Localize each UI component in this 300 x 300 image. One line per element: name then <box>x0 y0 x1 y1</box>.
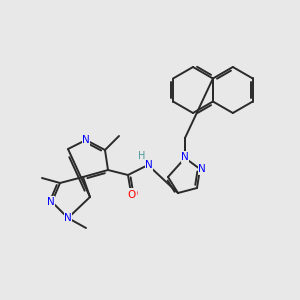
Text: H: H <box>138 151 146 161</box>
Text: N: N <box>47 197 55 207</box>
Text: N: N <box>82 135 90 145</box>
Text: N: N <box>64 213 72 223</box>
Text: N: N <box>198 164 206 174</box>
Text: O: O <box>129 189 137 199</box>
Text: N: N <box>145 160 153 170</box>
Text: N: N <box>198 164 206 174</box>
Text: N: N <box>64 213 72 223</box>
Text: N: N <box>145 160 153 170</box>
Text: N: N <box>47 197 55 207</box>
Text: N: N <box>181 152 189 162</box>
Text: N: N <box>181 152 189 162</box>
Text: N: N <box>82 135 90 145</box>
Text: O: O <box>128 190 136 200</box>
Text: H: H <box>138 151 146 161</box>
